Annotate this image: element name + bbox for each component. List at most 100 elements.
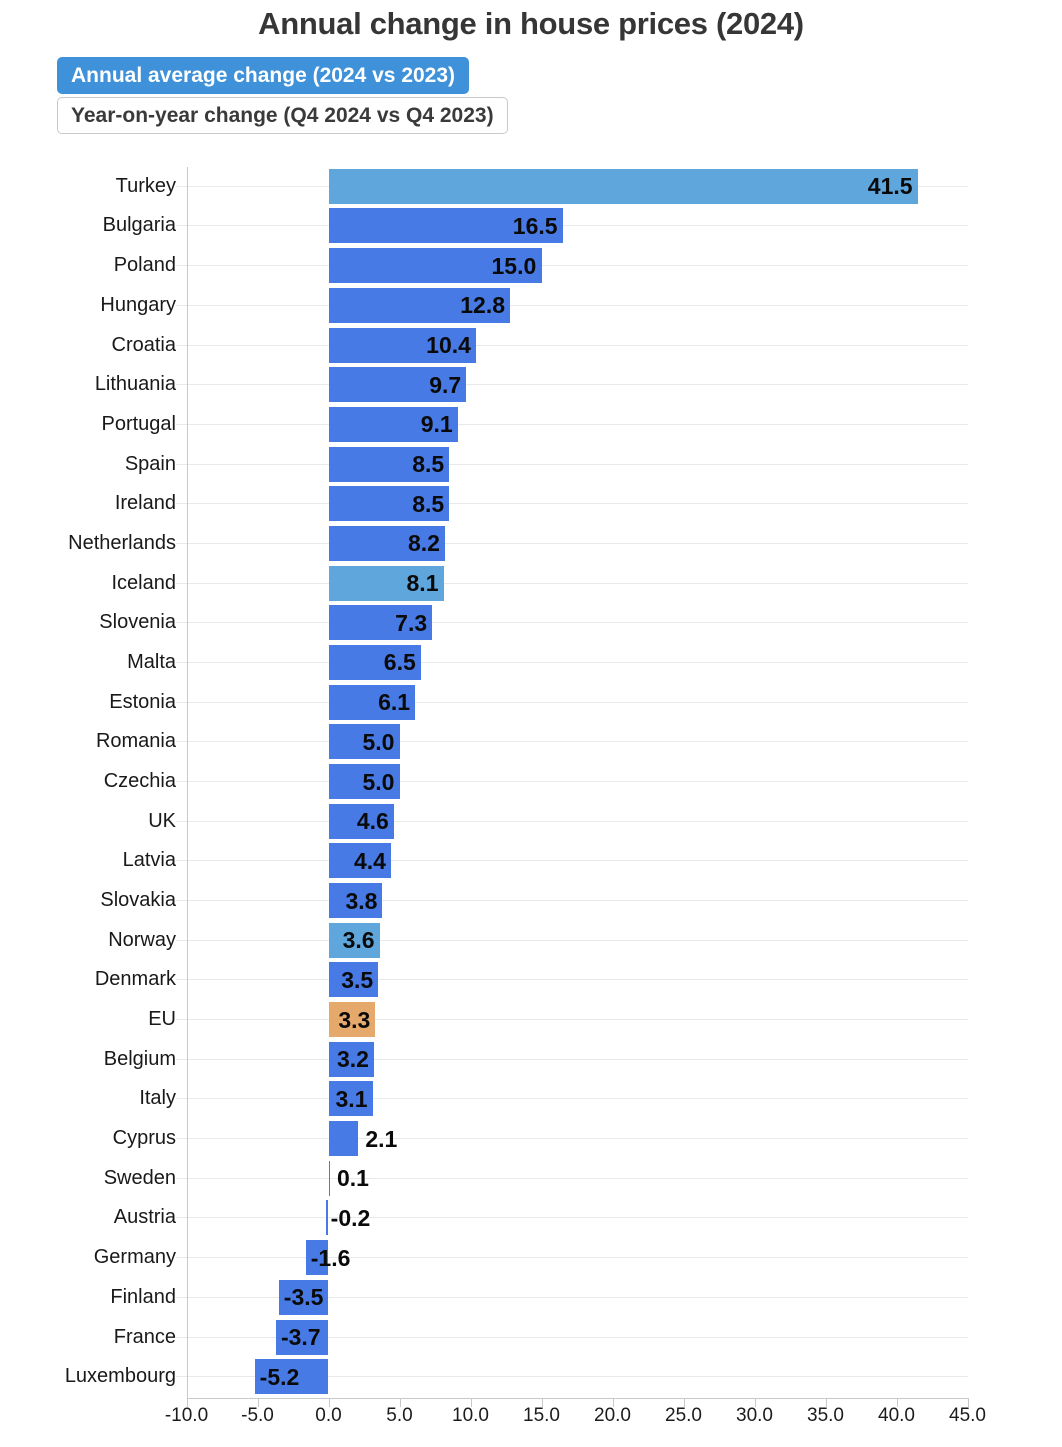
row-gridline <box>176 503 968 505</box>
bar-france <box>275 1319 329 1355</box>
value-label-denmark: 3.5 <box>341 966 374 993</box>
x-tick-label: 25.0 <box>665 1405 702 1426</box>
value-label-italy: 3.1 <box>335 1085 368 1112</box>
value-label-hungary: 12.8 <box>460 292 506 319</box>
value-label-bulgaria: 16.5 <box>512 212 558 239</box>
value-label-finland: -3.5 <box>283 1284 324 1311</box>
value-label-poland: 15.0 <box>491 252 537 279</box>
bar-finland <box>278 1279 329 1315</box>
row-gridline <box>176 1058 968 1060</box>
value-label-iceland: 8.1 <box>406 570 439 597</box>
bar-spain <box>328 446 450 482</box>
country-label-netherlands: Netherlands <box>68 531 176 554</box>
bar-estonia <box>328 684 416 720</box>
value-label-france: -3.7 <box>280 1324 321 1351</box>
row-gridline <box>176 979 968 981</box>
value-label-uk: 4.6 <box>356 808 389 835</box>
row-gridline <box>176 225 968 227</box>
country-label-austria: Austria <box>113 1206 176 1229</box>
bar-ireland <box>328 486 450 522</box>
x-tick-label: 0.0 <box>315 1405 342 1426</box>
country-label-norway: Norway <box>108 928 176 951</box>
bar-sweden <box>328 1160 330 1196</box>
value-label-lithuania: 9.7 <box>429 371 462 398</box>
value-label-luxembourg: -5.2 <box>259 1363 300 1390</box>
bar-belgium <box>328 1041 374 1077</box>
x-tick-label: 20.0 <box>594 1405 631 1426</box>
bar-austria <box>325 1200 329 1236</box>
x-axis-tick <box>186 1398 188 1407</box>
row-gridline <box>176 820 968 822</box>
x-tick-label: 10.0 <box>452 1405 489 1426</box>
x-tick-label: 45.0 <box>949 1405 986 1426</box>
bar-luxembourg <box>254 1359 329 1395</box>
row-gridline <box>176 384 968 386</box>
country-label-slovakia: Slovakia <box>100 889 176 912</box>
country-label-croatia: Croatia <box>111 333 176 356</box>
value-label-slovenia: 7.3 <box>395 609 428 636</box>
x-axis-tick <box>328 1398 330 1407</box>
bar-romania <box>328 724 400 760</box>
x-axis-tick <box>541 1398 543 1407</box>
row-gridline <box>176 1217 968 1219</box>
bar-croatia <box>328 327 477 363</box>
row-gridline <box>176 344 968 346</box>
x-tick-label: 5.0 <box>386 1405 413 1426</box>
bar-bulgaria <box>328 208 563 244</box>
row-gridline <box>176 463 968 465</box>
legend-toggle-group: Annual average change (2024 vs 2023) Yea… <box>57 57 508 134</box>
row-gridline <box>176 1138 968 1140</box>
row-gridline <box>176 1177 968 1179</box>
country-label-romania: Romania <box>95 730 176 753</box>
country-label-slovenia: Slovenia <box>99 611 176 634</box>
bar-portugal <box>328 406 458 442</box>
row-gridline <box>176 1257 968 1259</box>
bar-uk <box>328 803 394 839</box>
country-label-germany: Germany <box>93 1246 176 1269</box>
value-label-romania: 5.0 <box>362 728 395 755</box>
value-label-spain: 8.5 <box>412 451 445 478</box>
row-gridline <box>176 741 968 743</box>
row-gridline <box>176 860 968 862</box>
country-label-portugal: Portugal <box>101 412 177 435</box>
x-axis-tick <box>967 1398 969 1407</box>
bar-latvia <box>328 843 391 879</box>
row-gridline <box>176 304 968 306</box>
x-tick-label: 30.0 <box>736 1405 773 1426</box>
x-axis-baseline <box>186 1398 969 1399</box>
country-label-luxembourg: Luxembourg <box>64 1365 176 1388</box>
country-label-estonia: Estonia <box>109 690 176 713</box>
x-axis-tick <box>257 1398 259 1407</box>
bar-cyprus <box>328 1121 359 1157</box>
legend-button-annual-average[interactable]: Annual average change (2024 vs 2023) <box>57 57 470 94</box>
country-label-latvia: Latvia <box>122 849 176 872</box>
country-label-france: France <box>113 1325 176 1348</box>
row-gridline <box>176 1336 968 1338</box>
country-label-eu: EU <box>148 1008 176 1031</box>
x-axis-tick <box>683 1398 685 1407</box>
row-gridline <box>176 1098 968 1100</box>
row-gridline <box>176 1019 968 1021</box>
value-label-sweden: 0.1 <box>337 1165 369 1192</box>
country-label-poland: Poland <box>113 254 176 277</box>
row-gridline <box>176 781 968 782</box>
bar-germany <box>305 1240 329 1276</box>
country-label-cyprus: Cyprus <box>112 1127 176 1150</box>
x-axis-tick <box>399 1398 401 1407</box>
country-label-italy: Italy <box>139 1087 176 1110</box>
country-label-lithuania: Lithuania <box>94 373 176 396</box>
x-axis-tick <box>612 1398 614 1407</box>
row-gridline <box>176 582 968 584</box>
row-gridline <box>176 939 968 941</box>
value-label-ireland: 8.5 <box>412 490 445 517</box>
value-label-croatia: 10.4 <box>426 332 471 359</box>
value-label-cyprus: 2.1 <box>365 1125 398 1152</box>
legend-button-year-on-year[interactable]: Year-on-year change (Q4 2024 vs Q4 2023) <box>57 97 508 134</box>
value-label-norway: 3.6 <box>342 927 375 954</box>
row-gridline <box>176 900 968 902</box>
value-label-latvia: 4.4 <box>353 847 386 874</box>
bar-turkey <box>328 168 918 204</box>
chart-title: Annual change in house prices (2024) <box>258 6 804 41</box>
